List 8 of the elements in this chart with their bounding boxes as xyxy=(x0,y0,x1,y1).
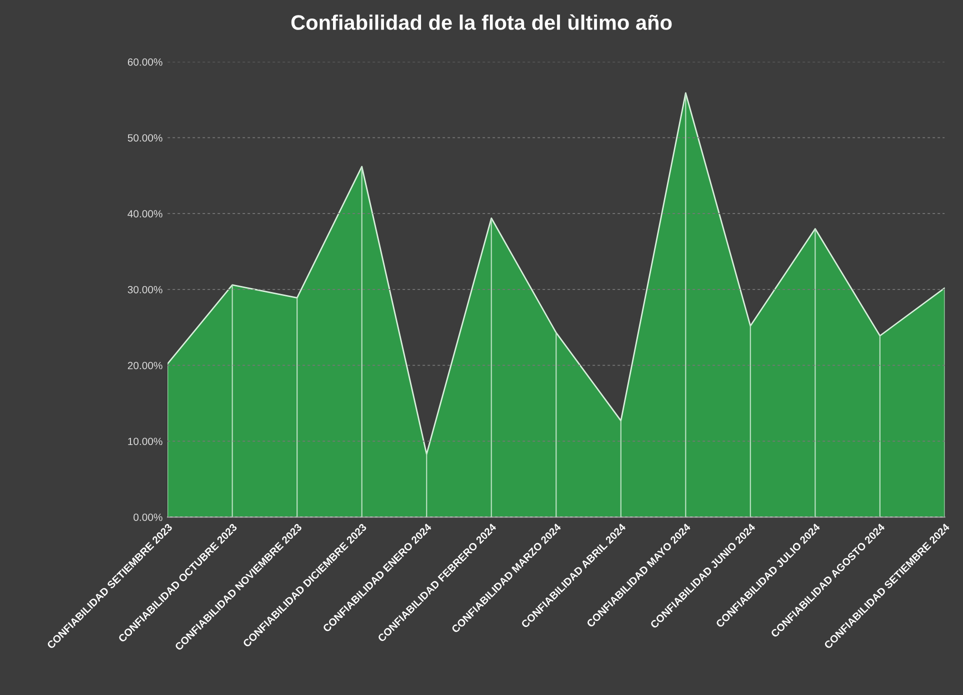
y-tick-label: 10.00% xyxy=(128,438,162,446)
y-tick-label: 20.00% xyxy=(128,362,162,370)
y-tick-label: 30.00% xyxy=(128,286,162,294)
chart-title: Confiabilidad de la flota del ùltimo año xyxy=(291,14,672,30)
y-tick-label: 0.00% xyxy=(134,514,162,521)
y-tick-label: 40.00% xyxy=(128,210,162,218)
y-tick-label: 50.00% xyxy=(128,134,162,142)
y-tick-label: 60.00% xyxy=(128,58,162,66)
